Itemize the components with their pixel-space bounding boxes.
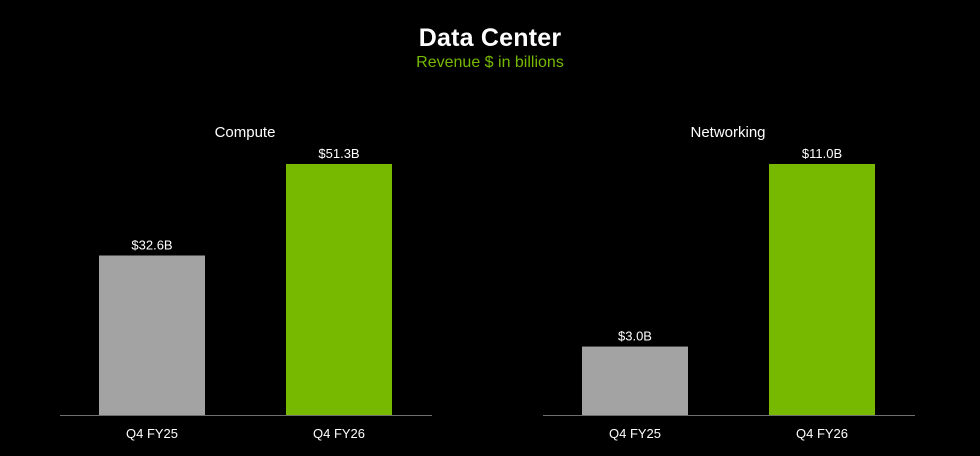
page-title: Data Center [418,24,562,52]
networking-bar-1 [582,346,688,415]
compute-data-label-2: $51.3B [318,146,359,161]
compute-tick-label-2: Q4 FY26 [313,426,365,441]
compute-chart-title: Compute [215,124,276,141]
networking-tick-label-1: Q4 FY25 [609,426,661,441]
networking-chart-title: Networking [690,124,765,141]
compute-bar-2 [286,164,392,415]
networking-data-label-2: $11.0B [802,146,842,161]
page-subtitle: Revenue $ in billions [416,54,564,71]
compute-tick-label-1: Q4 FY25 [126,426,178,441]
networking-tick-label-2: Q4 FY26 [796,426,848,441]
networking-bar-2 [769,164,875,415]
networking-data-label-1: $3.0B [618,329,652,344]
compute-data-label-1: $32.6B [131,237,172,252]
compute-bar-1 [99,255,205,415]
